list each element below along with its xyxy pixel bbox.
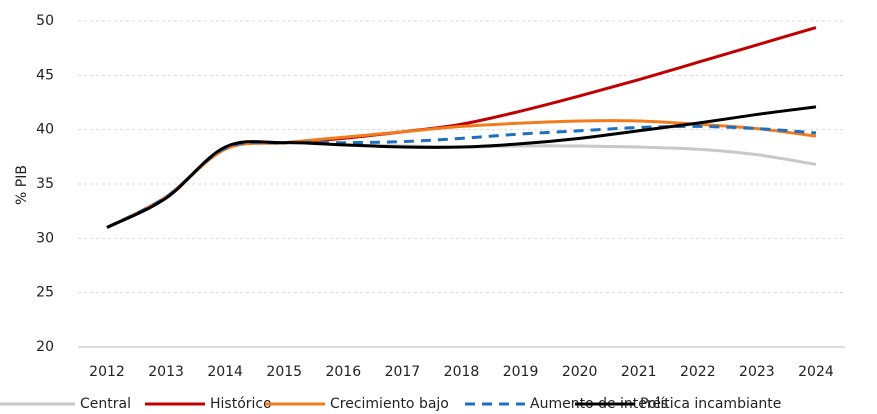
y-tick-label: 40 [36, 122, 54, 138]
y-tick-label: 20 [36, 339, 54, 355]
x-tick-label: 2017 [385, 364, 421, 380]
y-tick-label: 50 [36, 13, 54, 29]
x-tick-label: 2024 [798, 364, 834, 380]
y-tick-label: 45 [36, 67, 54, 83]
y-tick-label: 35 [36, 176, 54, 192]
x-tick-label: 2014 [207, 364, 243, 380]
x-tick-label: 2019 [503, 364, 539, 380]
x-tick-label: 2021 [621, 364, 657, 380]
x-tick-label: 2015 [266, 364, 302, 380]
legend-label: Crecimiento bajo [330, 396, 449, 412]
x-tick-label: 2018 [444, 364, 480, 380]
line [106, 119, 817, 229]
legend-label: Histórico [210, 396, 272, 412]
y-axis-label: % PIB [14, 165, 30, 205]
line [106, 105, 817, 229]
x-tick-label: 2013 [148, 364, 184, 380]
y-tick-label: 30 [36, 230, 54, 246]
x-tick-label: 2022 [680, 364, 716, 380]
y-tick-label: 25 [36, 285, 54, 301]
x-tick-label: 2012 [89, 364, 125, 380]
x-tick-label: 2023 [739, 364, 775, 380]
x-tick-label: 2020 [562, 364, 598, 380]
legend-label: Central [80, 396, 131, 412]
x-tick-label: 2016 [325, 364, 361, 380]
legend-label: Política incambiante [640, 396, 781, 412]
line [106, 124, 817, 229]
